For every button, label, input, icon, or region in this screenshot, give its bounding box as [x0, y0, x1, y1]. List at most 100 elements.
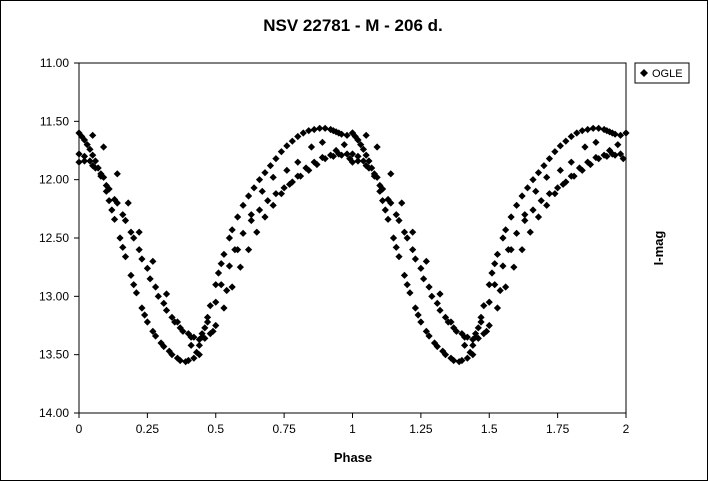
data-point — [108, 206, 116, 214]
data-point — [234, 246, 242, 254]
data-point — [313, 160, 321, 169]
y-tick-label: 11.50 — [40, 114, 69, 128]
data-point — [603, 127, 611, 135]
x-axis-label: Phase — [334, 450, 372, 465]
data-point — [332, 128, 340, 136]
data-point — [537, 197, 545, 205]
x-tick-label: 0.75 — [272, 422, 296, 436]
data-point — [559, 180, 567, 188]
data-point — [255, 176, 264, 184]
legend: OGLE — [634, 62, 690, 84]
data-point — [78, 132, 86, 141]
data-point — [299, 129, 307, 137]
data-point — [143, 264, 151, 272]
data-point — [526, 228, 534, 236]
data-point — [611, 151, 619, 159]
data-point — [556, 166, 564, 174]
data-point — [160, 342, 168, 351]
data-point — [436, 306, 444, 314]
data-point — [75, 150, 83, 158]
data-point — [534, 169, 543, 177]
data-point — [507, 246, 515, 254]
data-point — [376, 181, 384, 190]
data-point — [253, 228, 261, 236]
data-point — [110, 195, 119, 204]
data-point — [354, 136, 362, 144]
data-point — [545, 190, 554, 198]
x-tick-label: 1 — [349, 422, 356, 436]
data-point — [614, 141, 622, 149]
data-point — [266, 162, 275, 170]
data-point — [387, 170, 395, 178]
data-point — [332, 146, 340, 155]
data-point — [595, 155, 603, 163]
data-point — [234, 213, 242, 221]
data-point — [168, 351, 176, 359]
data-point — [348, 150, 357, 158]
data-point — [417, 264, 425, 272]
data-point — [184, 356, 192, 365]
data-point — [592, 138, 600, 146]
data-point — [518, 246, 526, 254]
data-point — [209, 327, 217, 335]
data-point — [124, 199, 132, 207]
data-point — [269, 173, 277, 181]
data-point — [461, 341, 469, 349]
data-point — [354, 157, 362, 165]
data-point — [206, 302, 214, 310]
data-point — [570, 172, 578, 180]
data-point — [373, 143, 381, 151]
plot-area — [78, 62, 627, 414]
data-point — [277, 148, 285, 156]
data-point — [589, 124, 597, 132]
data-point — [357, 141, 365, 149]
data-point — [455, 358, 463, 366]
data-point — [217, 260, 225, 268]
data-point — [510, 263, 518, 271]
data-point — [573, 129, 581, 137]
data-point — [436, 290, 444, 298]
data-point — [471, 330, 480, 338]
data-point — [203, 318, 212, 326]
data-point — [105, 197, 113, 205]
data-point — [458, 330, 466, 338]
legend-diamond-marker — [640, 69, 648, 77]
data-point — [433, 299, 441, 307]
data-point — [75, 129, 83, 137]
data-point — [485, 321, 493, 330]
data-point — [463, 333, 471, 341]
chart-title: NSV 22781 - M - 206 d. — [263, 16, 443, 35]
data-point — [337, 151, 346, 159]
data-point — [362, 151, 370, 159]
x-tick-label: 2 — [623, 422, 630, 436]
data-point — [113, 170, 121, 178]
data-points — [75, 124, 630, 366]
data-point — [491, 281, 499, 289]
data-point — [212, 321, 220, 330]
data-point — [89, 162, 97, 170]
data-point — [428, 292, 436, 300]
data-point — [244, 246, 253, 254]
data-point — [611, 130, 619, 138]
data-point — [305, 166, 313, 174]
data-point — [132, 289, 141, 297]
data-point — [376, 187, 384, 195]
data-point — [130, 281, 138, 289]
y-tick-label: 13.50 — [39, 348, 69, 362]
data-point — [149, 327, 157, 335]
data-point — [474, 334, 482, 342]
x-tick-label: 1.75 — [546, 422, 570, 436]
data-point — [80, 152, 89, 160]
x-tick-label: 1.5 — [481, 422, 498, 436]
data-point — [250, 184, 258, 192]
data-point — [162, 306, 171, 314]
data-point — [513, 201, 521, 209]
data-point — [121, 253, 130, 261]
data-point — [354, 152, 362, 160]
x-axis-ticks: 0 0.25 0.5 0.75 1 1.25 1.5 1.75 2 — [76, 413, 630, 436]
data-point — [149, 257, 157, 265]
y-tick-label: 11.00 — [40, 56, 69, 70]
data-point — [554, 184, 562, 192]
data-point — [190, 354, 198, 362]
